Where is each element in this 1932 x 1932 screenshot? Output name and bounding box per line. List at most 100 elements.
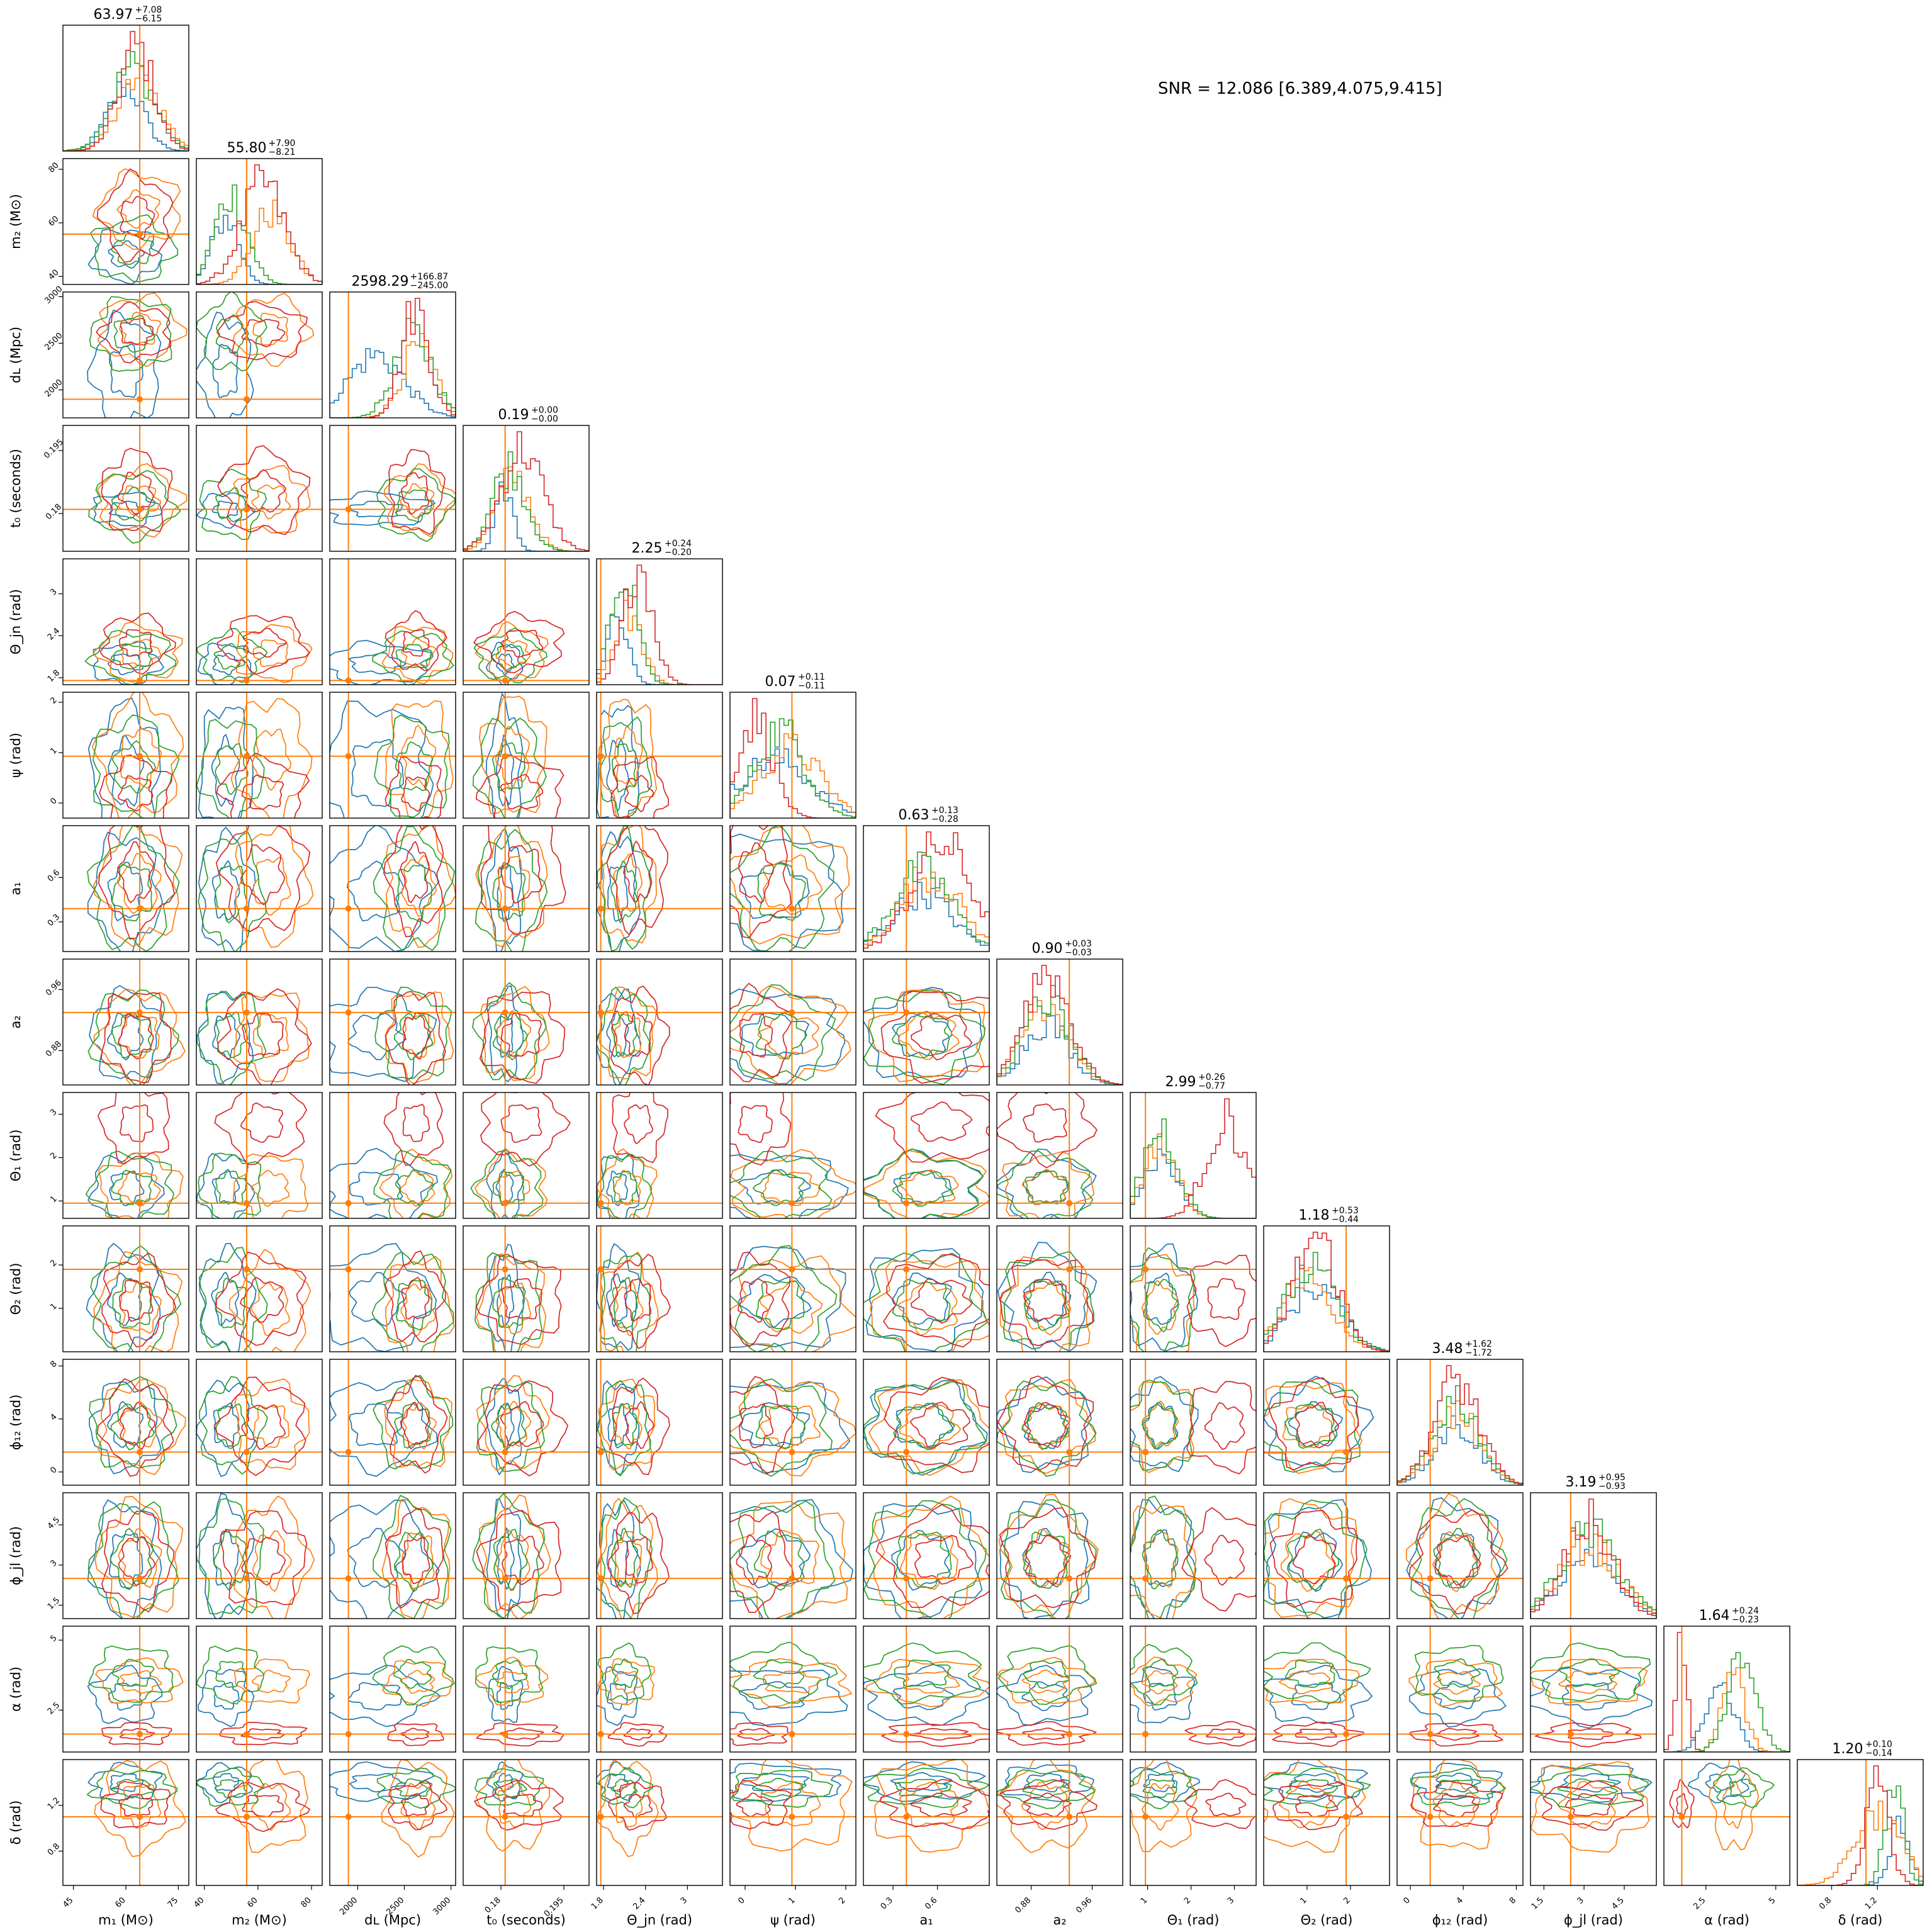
contour-series-4-level-1 (1294, 1401, 1339, 1449)
truth-marker (345, 1731, 352, 1738)
contour-panel-a2-m1 (63, 959, 189, 1085)
contour-series-1-level-2 (196, 1493, 256, 1619)
truth-marker (502, 1813, 508, 1820)
contour-series-3-level-2 (599, 1252, 651, 1352)
contour-series-3-level-2 (84, 629, 177, 685)
contour-series-4-level-1 (1205, 1792, 1247, 1817)
contour-series-1-level-2 (997, 1665, 1093, 1726)
x-tick-label: 40 (192, 1895, 206, 1909)
contour-series-3-level-2 (597, 1154, 653, 1218)
contour-series-4-level-2 (730, 982, 794, 1082)
contour-series-2-level-2 (93, 1250, 183, 1352)
contour-series-4-level-2 (216, 615, 310, 675)
panel-frame (463, 1759, 590, 1886)
contour-panel-phi_jl-phi12 (1397, 1493, 1523, 1619)
panel-frame (596, 1092, 723, 1219)
y-tick-label: 0.6 (46, 868, 62, 884)
x-axis-label-a1: a₁ (919, 1912, 933, 1928)
panel-frame (596, 558, 723, 685)
contour-series-2-level-2 (1130, 1656, 1198, 1707)
y-axis-label-delta: δ (rad) (8, 1800, 23, 1845)
contour-series-1-level-1 (349, 1171, 403, 1206)
contour-panel-a2-t0 (463, 959, 589, 1085)
panel-frame (62, 1359, 189, 1486)
contour-series-4-level-1 (625, 1536, 653, 1584)
contour-series-3-level-2 (599, 716, 653, 818)
contour-series-2-level-1 (1433, 1671, 1481, 1695)
contour-series-4-level-1 (911, 1013, 973, 1061)
contour-series-2-level-2 (874, 1760, 989, 1853)
panel-frame (463, 1626, 590, 1753)
contour-series-3-level-2 (730, 984, 836, 1081)
truth-marker (244, 1199, 250, 1206)
contour-series-1-level-1 (605, 1273, 628, 1328)
contour-series-1-level-2 (1000, 1764, 1094, 1802)
contour-series-4-level-1 (116, 841, 154, 904)
contour-series-4-level-1 (624, 1278, 652, 1322)
histogram-panel-a1 (863, 826, 989, 952)
contour-panel-dL-m1 (63, 292, 189, 418)
contour-series-4-level-2 (100, 1781, 171, 1829)
panel-frame (863, 1092, 990, 1219)
panel-frame (329, 1359, 456, 1486)
contour-series-4-level-2 (1534, 1722, 1642, 1748)
contour-series-4-level-2 (388, 449, 446, 536)
x-axis-label-phi_jl: ϕ_jl (rad) (1564, 1912, 1623, 1928)
panel-frame (863, 1492, 990, 1619)
contour-series-2-level-1 (757, 1011, 820, 1060)
contour-series-3-level-2 (475, 1646, 544, 1704)
contour-series-4-level-2 (99, 612, 176, 675)
contour-panel-theta1-t0 (463, 1092, 589, 1218)
histogram-panel-t0 (463, 425, 589, 551)
contour-series-1-level-2 (93, 641, 164, 685)
contour-series-1-level-1 (1288, 1531, 1344, 1592)
contour-series-1-level-1 (496, 734, 515, 807)
panel-frame (996, 1225, 1123, 1352)
contour-series-2-level-1 (250, 1281, 290, 1337)
contour-series-4-level-2 (473, 610, 565, 673)
contour-series-1-level-2 (487, 985, 524, 1082)
truth-marker (597, 1813, 604, 1820)
contour-series-2-level-2 (1264, 1658, 1361, 1704)
contour-series-4-level-2 (1408, 1509, 1508, 1615)
contour-series-3-level-2 (373, 1150, 452, 1218)
contour-series-3-level-2 (997, 1644, 1098, 1705)
contour-series-4-level-2 (730, 826, 792, 939)
x-axis-label-delta: δ (rad) (1838, 1912, 1883, 1928)
contour-series-4-level-1 (120, 196, 155, 240)
contour-series-4-level-2 (875, 1504, 989, 1609)
panel-frame (62, 25, 189, 152)
contour-series-4-level-2 (388, 1780, 448, 1831)
histogram-series-1 (597, 615, 722, 685)
truth-marker (1343, 1575, 1350, 1582)
contour-series-4-level-2 (479, 991, 565, 1084)
histogram-series-3 (196, 184, 322, 284)
contour-series-1-level-2 (330, 700, 434, 818)
contour-panel-phi12-m2 (196, 1359, 322, 1485)
contour-series-2-level-2 (870, 1260, 989, 1352)
panel-frame (62, 291, 189, 418)
contour-panel-delta-phi12 (1397, 1760, 1523, 1885)
contour-series-3-level-1 (110, 1527, 154, 1590)
contour-series-1-level-1 (213, 1682, 240, 1710)
contour-series-1-level-2 (597, 831, 641, 952)
contour-series-3-level-2 (1414, 1644, 1504, 1702)
contour-series-1-level-1 (1021, 1681, 1069, 1712)
panel-frame (62, 425, 189, 552)
contour-series-3-level-2 (87, 989, 180, 1085)
contour-panel-delta-dL (330, 1760, 456, 1885)
panel-frame (196, 1092, 323, 1219)
contour-series-4-level-1 (909, 1401, 970, 1449)
panel-frame (729, 958, 856, 1086)
contour-series-4-level-2 (730, 1722, 789, 1746)
contour-series-4-level-2 (608, 1782, 668, 1831)
histogram-series-3 (730, 718, 856, 818)
truth-marker (1343, 1813, 1350, 1820)
contour-series-4-level-1 (1024, 1401, 1071, 1448)
contour-series-4-level-1 (118, 1536, 156, 1587)
truth-marker (502, 677, 508, 684)
contour-panel-delta-a1 (863, 1760, 989, 1885)
truth-marker (244, 1731, 250, 1738)
contour-series-4-level-2 (217, 445, 311, 536)
